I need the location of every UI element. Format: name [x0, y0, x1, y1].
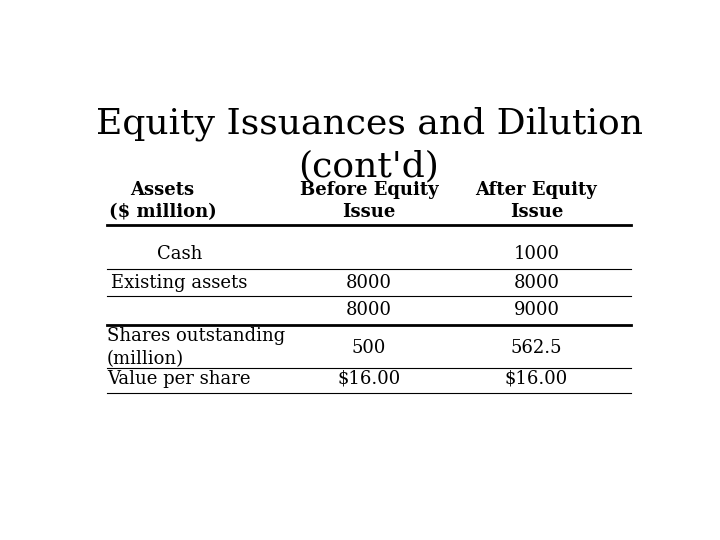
Text: Cash: Cash — [156, 245, 202, 263]
Text: 562.5: 562.5 — [510, 339, 562, 356]
Text: Existing assets: Existing assets — [111, 274, 248, 292]
Text: 8000: 8000 — [346, 274, 392, 292]
Text: Assets
($ million): Assets ($ million) — [109, 180, 217, 221]
Text: 500: 500 — [352, 339, 386, 356]
Text: Shares outstanding
(million): Shares outstanding (million) — [107, 327, 285, 368]
Text: After Equity
Issue: After Equity Issue — [475, 180, 598, 221]
Text: $16.00: $16.00 — [338, 370, 400, 388]
Text: 9000: 9000 — [513, 301, 559, 319]
Text: Before Equity
Issue: Before Equity Issue — [300, 180, 438, 221]
Text: 8000: 8000 — [346, 301, 392, 319]
Text: 8000: 8000 — [513, 274, 559, 292]
Text: 1000: 1000 — [513, 245, 559, 263]
Text: Value per share: Value per share — [107, 370, 251, 388]
Text: $16.00: $16.00 — [505, 370, 568, 388]
Text: Equity Issuances and Dilution
(cont'd): Equity Issuances and Dilution (cont'd) — [96, 106, 642, 183]
